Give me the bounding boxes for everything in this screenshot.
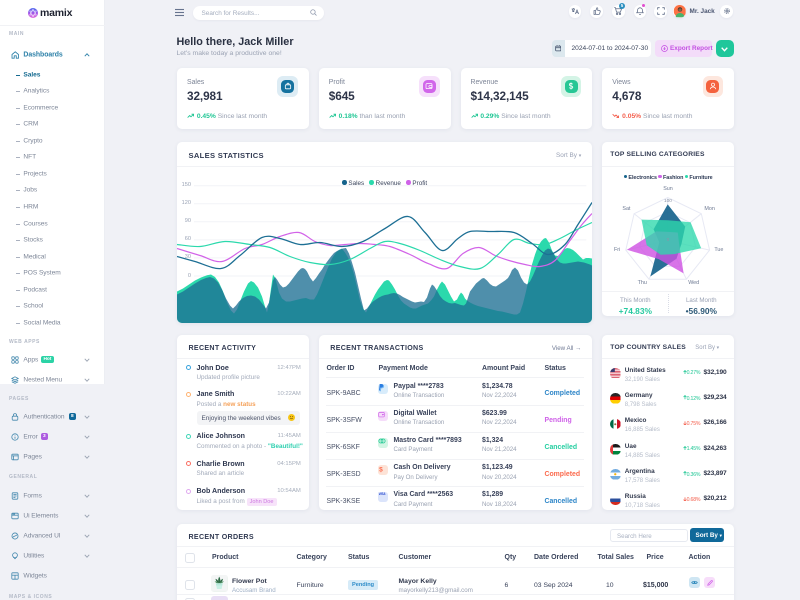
svg-text:$: $	[380, 467, 384, 474]
svg-text:VISA: VISA	[379, 493, 386, 497]
